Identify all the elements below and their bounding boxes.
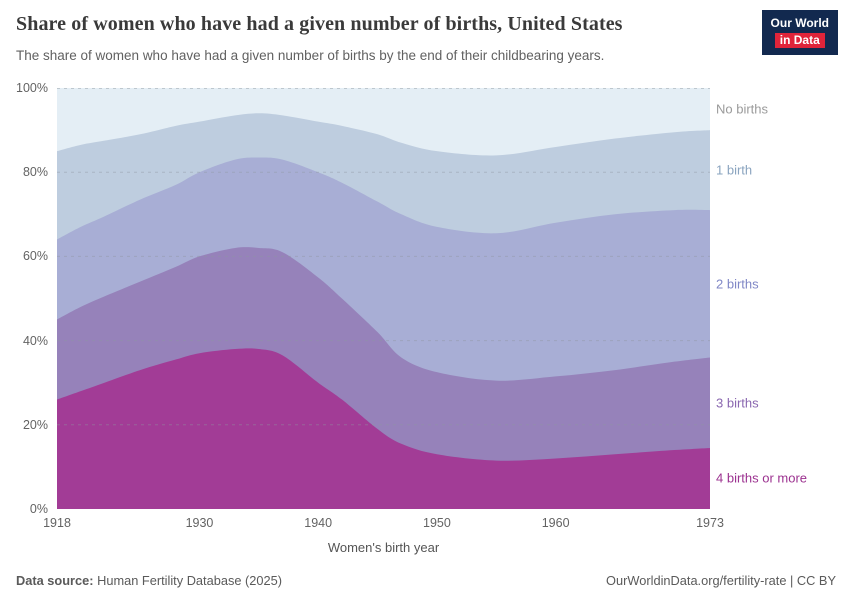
series-label-no-births: No births — [716, 101, 769, 117]
area-4-births-or-more — [57, 348, 710, 509]
logo-line-our-world: Our World — [770, 16, 829, 30]
owid-logo[interactable]: Our World in Data — [761, 10, 838, 55]
x-tick-1960: 1960 — [541, 516, 570, 530]
data-source: Data source: Human Fertility Database (2… — [16, 573, 282, 588]
page-title: Share of women who have had a given numb… — [16, 13, 623, 35]
x-tick-1950: 1950 — [423, 516, 451, 530]
footer-credit-link[interactable]: OurWorldinData.org/fertility-rate | CC B… — [606, 573, 836, 588]
series-label-3-births: 3 births — [716, 395, 759, 411]
y-tick-20: 20% — [22, 417, 48, 432]
x-tick-1973: 1973 — [696, 516, 724, 530]
chart-footer: Data source: Human Fertility Database (2… — [16, 573, 836, 588]
plot-area — [57, 88, 710, 510]
series-label-1-birth: 1 birth — [716, 162, 753, 178]
series-label-2-births: 2 births — [716, 276, 759, 292]
x-tick-1918: 1918 — [43, 516, 71, 530]
page-subtitle: The share of women who have had a given … — [16, 48, 605, 63]
series-label-4-births-or-more: 4 births or more — [716, 470, 808, 486]
y-tick-60: 60% — [22, 249, 48, 264]
y-tick-100: 100% — [16, 81, 48, 95]
x-axis-title: Women's birth year — [327, 540, 440, 555]
x-tick-1940: 1940 — [304, 516, 333, 530]
logo-line-in-data: in Data — [774, 33, 825, 48]
x-tick-1930: 1930 — [185, 516, 214, 530]
y-tick-0: 0% — [29, 502, 48, 516]
y-tick-40: 40% — [22, 333, 48, 348]
stacked-area-svg — [57, 88, 710, 510]
data-source-label: Data source: — [16, 573, 94, 588]
data-source-value: Human Fertility Database (2025) — [97, 573, 283, 588]
y-tick-80: 80% — [22, 165, 48, 180]
